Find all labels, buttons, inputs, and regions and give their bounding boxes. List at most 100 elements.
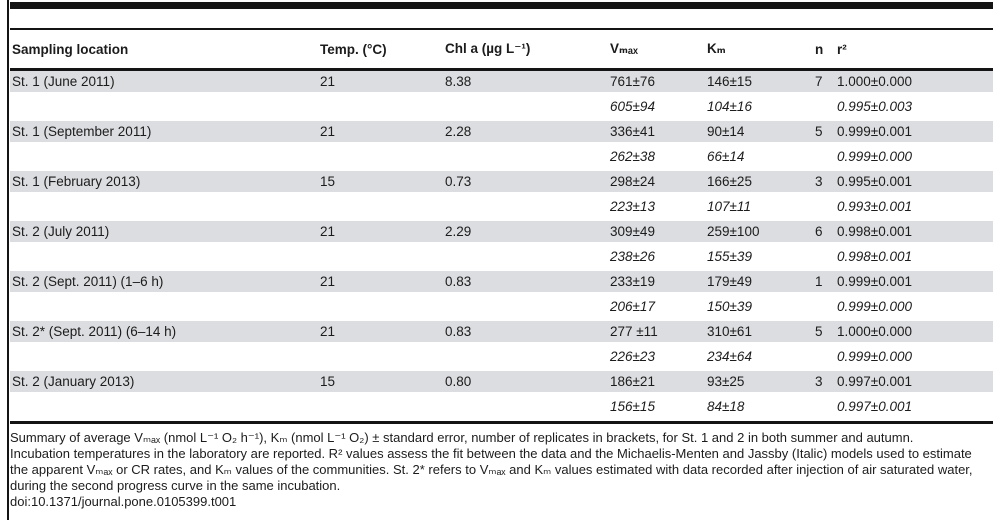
column-header: Vₘₐₓ [610, 41, 639, 56]
table-footnote: Summary of average Vₘₐₓ (nmol L⁻¹ O₂ h⁻¹… [10, 424, 993, 510]
table-cell: St. 1 (September 2011) [12, 124, 152, 139]
table-cell: 21 [320, 274, 336, 289]
table-cell: 234±64 [707, 349, 752, 364]
table-cell [318, 246, 443, 271]
column-header: n [815, 41, 824, 57]
table-cell [318, 396, 443, 421]
table-cell: 21 [320, 124, 336, 139]
column-header: Chl a (µg L⁻¹) [445, 41, 531, 56]
table-cell: 262±38 [610, 149, 655, 164]
table-cell [10, 396, 318, 421]
table-row: 223±13 107±11 0.993±0.001 [10, 196, 993, 221]
table-cell [10, 196, 318, 221]
table-cell: 0.995±0.001 [837, 174, 912, 189]
table-cell [443, 296, 608, 321]
table-cell [10, 146, 318, 171]
table-cell: St. 2* (Sept. 2011) (6–14 h) [12, 324, 177, 339]
table-cell [813, 146, 835, 171]
header-bottom-rule [10, 68, 993, 71]
table-cell: St. 2 (Sept. 2011) (1–6 h) [12, 274, 164, 289]
table-cell: 3 [815, 374, 823, 389]
table-cell [318, 146, 443, 171]
table-cell: 84±18 [707, 399, 745, 414]
table-cell: St. 2 (January 2013) [12, 374, 135, 389]
table-cell: 298±24 [610, 174, 655, 189]
table-bottom-rule [10, 421, 993, 424]
table-cell [443, 196, 608, 221]
table-cell: 0.80 [445, 374, 472, 389]
table-cell: 223±13 [610, 199, 655, 214]
table-cell [10, 346, 318, 371]
table-cell [10, 96, 318, 121]
table-cell: 0.993±0.001 [837, 199, 912, 214]
table-cell: 206±17 [610, 299, 655, 314]
table-cell: 309±49 [610, 224, 655, 239]
table-cell: 605±94 [610, 99, 655, 114]
table-cell [443, 346, 608, 371]
table-cell: 186±21 [610, 374, 655, 389]
table-cell: 5 [815, 124, 823, 139]
table-cell [318, 346, 443, 371]
table-row: 238±26 155±39 0.998±0.001 [10, 246, 993, 271]
table-cell: 0.83 [445, 274, 472, 289]
table-cell: 166±25 [707, 174, 752, 189]
header-top-rule [10, 28, 993, 30]
table-cell: 336±41 [610, 124, 655, 139]
table-cell: 0.997±0.001 [837, 374, 912, 389]
table-cell [318, 296, 443, 321]
table-cell: 90±14 [707, 124, 745, 139]
table-cell: 2.28 [445, 124, 472, 139]
table-row: 605±94 104±16 0.995±0.003 [10, 96, 993, 121]
table-cell: 15 [320, 174, 336, 189]
table-cell: 233±19 [610, 274, 655, 289]
table-cell: 107±11 [707, 199, 751, 214]
table-cell [443, 396, 608, 421]
table-cell: 146±15 [707, 74, 752, 89]
table-cell: 0.998±0.001 [837, 224, 912, 239]
column-header: r² [837, 41, 847, 57]
doi-text: doi:10.1371/journal.pone.0105399.t001 [10, 494, 237, 509]
column-header: Kₘ [707, 41, 726, 56]
table-cell: St. 1 (February 2013) [12, 174, 141, 189]
table-cell: 6 [815, 224, 823, 239]
table-content: Sampling location Temp. (°C) Chl a (µg L⁻¹… [10, 2, 993, 510]
table-cell [813, 246, 835, 271]
table-cell: 15 [320, 374, 336, 389]
table-cell [813, 396, 835, 421]
table-row: St. 1 (September 2011) 21 2.28 336±41 90±14 5… [10, 121, 993, 146]
table-cell: 277 ±11 [610, 324, 658, 339]
table-cell: 1.000±0.000 [837, 324, 912, 339]
column-header: Sampling location [12, 41, 129, 57]
table-cell [813, 346, 835, 371]
footnote-line: Incubation temperatures in the laborator… [10, 446, 972, 461]
table-row: St. 2 (Sept. 2011) (1–6 h) 21 0.83 233±19 17… [10, 271, 993, 296]
table-cell [443, 146, 608, 171]
footnote-line: during the second progress curve in the … [10, 478, 341, 493]
table-cell [10, 296, 318, 321]
table-cell: 8.38 [445, 74, 472, 89]
table-row: 262±38 66±14 0.999±0.000 [10, 146, 993, 171]
table-cell [318, 96, 443, 121]
table-cell: 0.83 [445, 324, 472, 339]
table-cell [813, 196, 835, 221]
table-cell [318, 196, 443, 221]
table-cell: 1 [815, 274, 823, 289]
table-cell [443, 96, 608, 121]
table-row: 156±15 84±18 0.997±0.001 [10, 396, 993, 421]
table-cell: 93±25 [707, 374, 745, 389]
table-cell: 21 [320, 324, 336, 339]
table-cell: 0.997±0.001 [837, 399, 912, 414]
table-cell: 156±15 [610, 399, 655, 414]
table-row: St. 2* (Sept. 2011) (6–14 h) 21 0.83 277 ±1… [10, 321, 993, 346]
table-cell: 21 [320, 224, 336, 239]
table-row: St. 1 (June 2011) 21 8.38 761±76 146±15 7 1.00… [10, 71, 993, 96]
table-cell: 0.73 [445, 174, 472, 189]
table-cell: 179±49 [707, 274, 752, 289]
top-thick-rule [10, 2, 993, 9]
table-cell: 1.000±0.000 [837, 74, 912, 89]
table-cell: 761±76 [610, 74, 655, 89]
table-row: 226±23 234±64 0.999±0.000 [10, 346, 993, 371]
table-cell: 21 [320, 74, 336, 89]
table-cell: 310±61 [707, 324, 752, 339]
